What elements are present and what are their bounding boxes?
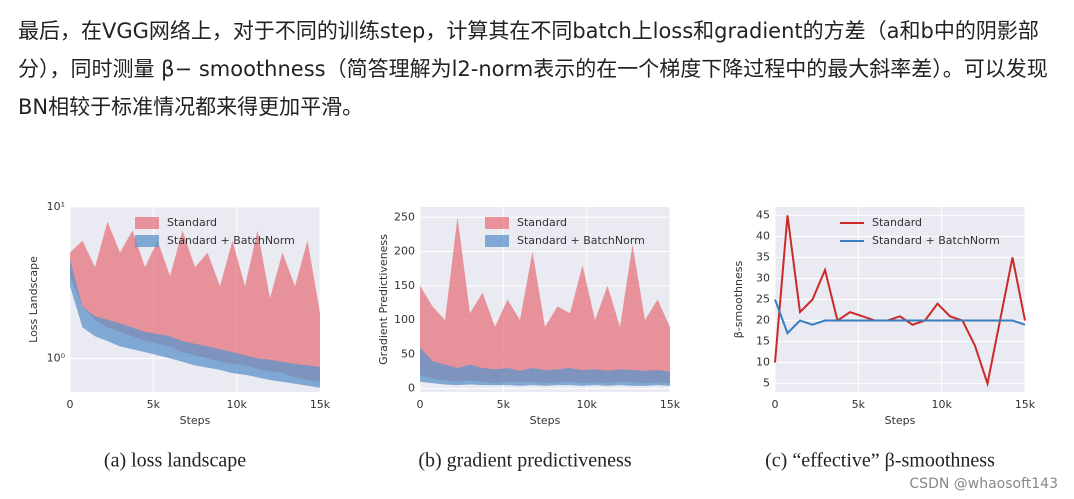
legend-label: Standard + BatchNorm	[517, 234, 645, 247]
y-tick-label: 40	[756, 229, 770, 242]
y-tick-label: 10⁰	[47, 351, 66, 364]
x-tick-label: 5k	[147, 398, 161, 411]
caption: (b) gradient predictiveness	[418, 450, 631, 472]
legend-swatch	[485, 217, 509, 229]
x-axis-label: Steps	[885, 414, 916, 427]
y-tick-label: 45	[756, 208, 770, 221]
y-tick-label: 150	[394, 279, 415, 292]
y-tick-label: 25	[756, 293, 770, 306]
variance-band	[420, 217, 670, 384]
y-tick-label: 0	[408, 382, 415, 395]
legend-swatch	[485, 235, 509, 247]
variance-band	[420, 347, 670, 386]
legend-label: Standard + BatchNorm	[167, 234, 295, 247]
y-tick-label: 50	[401, 347, 415, 360]
y-tick-label: 250	[394, 210, 415, 223]
y-tick-label: 20	[756, 314, 770, 327]
x-axis-label: Steps	[180, 414, 211, 427]
y-tick-label: 200	[394, 245, 415, 258]
x-tick-label: 15k	[310, 398, 331, 411]
x-tick-label: 15k	[660, 398, 681, 411]
x-tick-label: 0	[417, 398, 424, 411]
caption: (a) loss landscape	[104, 450, 246, 472]
y-tick-label: 35	[756, 250, 770, 263]
x-axis-label: Steps	[530, 414, 561, 427]
x-tick-label: 0	[772, 398, 779, 411]
x-tick-label: 15k	[1015, 398, 1036, 411]
y-tick-label: 15	[756, 335, 770, 348]
legend-label: Standard	[872, 216, 922, 229]
line	[774, 299, 1026, 335]
watermark: CSDN @whaosoft143	[909, 476, 1058, 492]
y-tick-label: 5	[763, 377, 770, 390]
y-axis-label: Loss Landscape	[27, 256, 40, 343]
variance-band	[70, 259, 320, 388]
y-tick-label: 10	[756, 356, 770, 369]
legend-label: Standard + BatchNorm	[872, 234, 1000, 247]
x-tick-label: 5k	[852, 398, 866, 411]
x-tick-label: 0	[67, 398, 74, 411]
y-tick-label: 30	[756, 271, 770, 284]
caption: (c) “effective” β-smoothness	[765, 450, 995, 472]
legend-label: Standard	[517, 216, 567, 229]
y-tick-label: 10¹	[47, 200, 65, 213]
legend-label: Standard	[167, 216, 217, 229]
paragraph: 最后，在VGG网络上，对于不同的训练step，计算其在不同batch上loss和…	[18, 19, 1048, 119]
x-tick-label: 5k	[497, 398, 511, 411]
y-tick-label: 100	[394, 313, 415, 326]
line	[774, 215, 1026, 388]
x-tick-label: 10k	[576, 398, 597, 411]
y-axis-label: Gradient Predictiveness	[377, 234, 390, 365]
legend-swatch	[135, 235, 159, 247]
x-tick-label: 10k	[931, 398, 952, 411]
variance-band	[70, 221, 320, 382]
legend-swatch	[135, 217, 159, 229]
y-axis-label: β-smoothness	[732, 261, 745, 339]
x-tick-label: 10k	[226, 398, 247, 411]
